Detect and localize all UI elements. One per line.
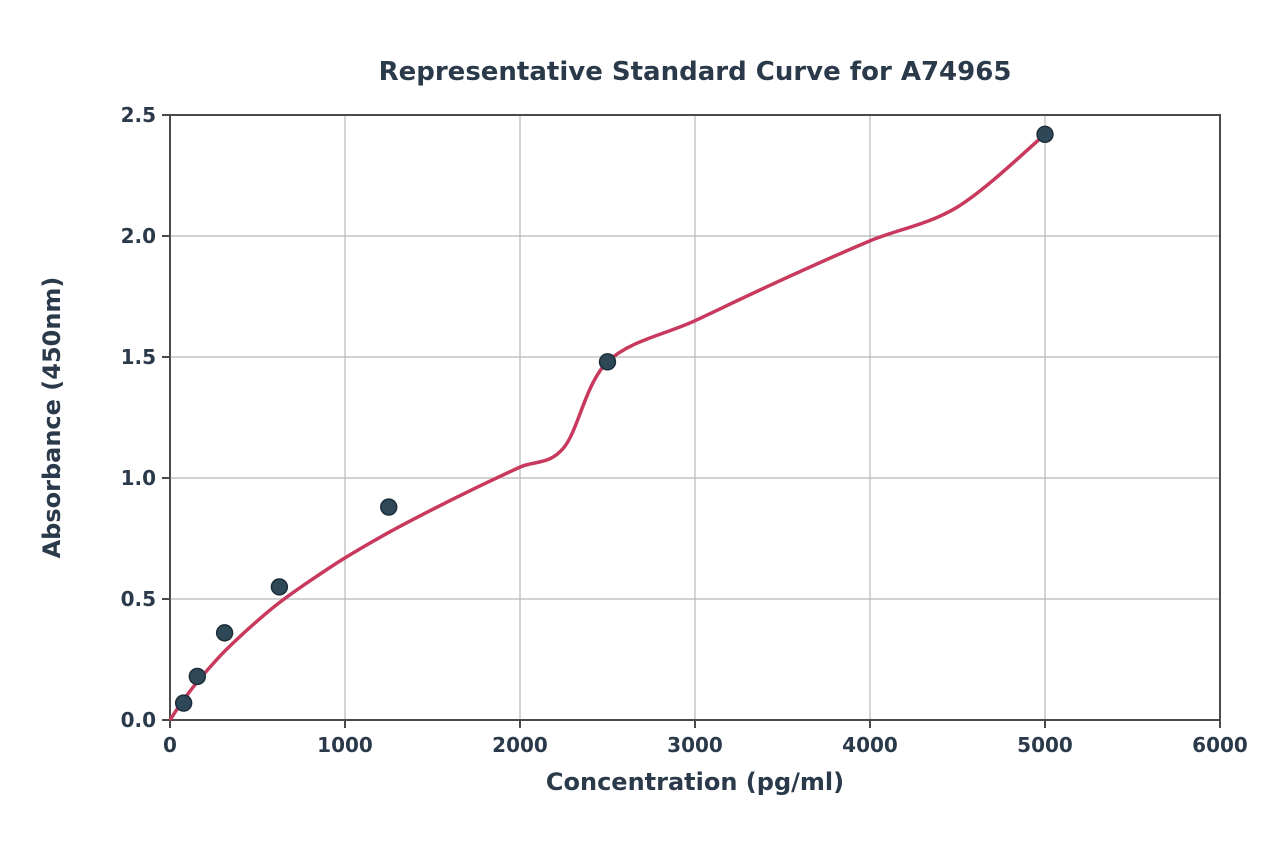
y-tick-label: 2.0 [121,224,156,248]
chart-title: Representative Standard Curve for A74965 [379,57,1012,87]
y-ticks: 0.0 0.5 1.0 1.5 2.0 2.5 [121,103,170,732]
data-markers [176,126,1053,711]
data-point [176,695,192,711]
x-ticks: 0 1000 2000 3000 4000 5000 6000 [163,720,1248,757]
data-point [600,354,616,370]
x-axis-label: Concentration (pg/ml) [546,768,844,796]
fit-curve [170,134,1045,720]
x-tick-label: 6000 [1192,733,1248,757]
x-tick-label: 3000 [667,733,723,757]
y-tick-label: 0.0 [121,708,156,732]
y-tick-label: 1.0 [121,466,156,490]
x-tick-label: 5000 [1017,733,1073,757]
x-tick-label: 1000 [317,733,373,757]
x-tick-label: 2000 [492,733,548,757]
grid-lines [170,115,1220,720]
y-tick-label: 0.5 [121,587,156,611]
x-tick-label: 0 [163,733,177,757]
data-point [217,625,233,641]
chart-svg: Representative Standard Curve for A74965… [0,0,1280,845]
data-point [381,499,397,515]
y-axis-label: Absorbance (450nm) [38,277,66,559]
data-point [189,668,205,684]
x-tick-label: 4000 [842,733,898,757]
data-point [271,579,287,595]
y-tick-label: 1.5 [121,345,156,369]
y-tick-label: 2.5 [121,103,156,127]
chart-container: Representative Standard Curve for A74965… [0,0,1280,845]
data-point [1037,126,1053,142]
